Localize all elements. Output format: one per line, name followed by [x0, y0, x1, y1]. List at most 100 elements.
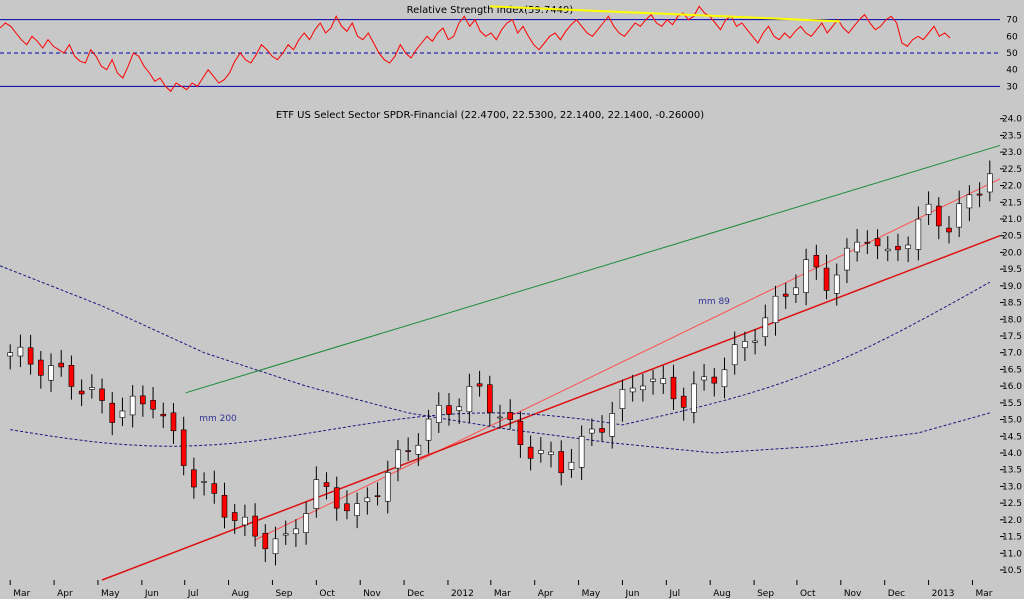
candle-body: [935, 205, 942, 227]
price-tick-label: 21.0: [1002, 215, 1022, 225]
candle-body: [272, 538, 279, 555]
candle-body: [833, 274, 840, 294]
candle-body: [589, 428, 595, 434]
candle-body: [752, 340, 758, 343]
candle-body: [670, 376, 677, 400]
rsi-series-line: [0, 5, 951, 93]
candle-body: [701, 376, 707, 381]
candle-body: [650, 378, 656, 382]
candle-body: [150, 400, 156, 410]
candle-body: [231, 512, 238, 521]
candle-body: [221, 494, 228, 518]
candle-body: [925, 203, 932, 215]
candle-body: [38, 359, 44, 376]
candle-body: [486, 384, 493, 413]
candle-body: [854, 241, 860, 253]
candle-body: [864, 241, 871, 244]
x-tick-label: Apr: [538, 589, 554, 599]
price-tick-label: 16.0: [1002, 382, 1022, 392]
x-tick-label: Jul: [187, 589, 199, 599]
candle-body: [293, 528, 299, 535]
candle-body: [731, 344, 738, 366]
candle-body: [946, 227, 952, 233]
x-axis-labels: Mar Apr May Jun Jul Aug Sep Oct Nov Dec 2012 Mar Apr…: [9, 580, 993, 599]
price-tick-label: 20.5: [1002, 232, 1022, 242]
candle-body: [160, 413, 167, 417]
x-tick-label: Sep: [757, 589, 774, 599]
candle-body: [333, 487, 340, 509]
candle-body: [170, 412, 177, 432]
candle-body: [68, 365, 75, 387]
support-trendline-outer: [101, 234, 1001, 581]
candle-body: [986, 173, 993, 193]
candle-body: [966, 194, 973, 209]
candle-body: [691, 383, 697, 413]
x-tick-label: Sep: [275, 589, 292, 599]
candle-body: [721, 369, 728, 388]
candle-body: [252, 515, 258, 537]
candle-body: [435, 404, 442, 423]
candle-body: [303, 513, 309, 533]
candle-body: [384, 472, 391, 502]
x-tick-label: Jun: [144, 589, 159, 599]
ma-annotation: mm 200: [199, 414, 237, 424]
candle-body: [762, 317, 769, 338]
candle-body: [415, 444, 422, 455]
price-tick-label: 11.0: [1002, 549, 1022, 559]
price-tick-label: 21.5: [1002, 198, 1022, 208]
price-panel: ETF US Select Sector SPDR-Financial (22.…: [0, 110, 1022, 599]
candle-body: [568, 461, 575, 470]
candle-body: [323, 482, 330, 487]
candle-body: [976, 193, 983, 196]
price-tick-label: 22.5: [1002, 165, 1022, 175]
candle-body: [313, 479, 320, 509]
price-annotations: mm 200 mm 89: [199, 297, 730, 424]
candle-body: [599, 428, 605, 433]
candle-body: [99, 388, 105, 401]
candle-body: [956, 203, 962, 228]
resistance-trendline: [185, 144, 1001, 394]
rsi-panel: Relative Strength Index(59.7449) 30 40 50 6…: [0, 5, 1018, 93]
x-tick-label: Dec: [407, 589, 424, 599]
candle-body: [527, 446, 534, 459]
x-tick-label: May: [582, 589, 601, 599]
candle-body: [844, 247, 850, 271]
candle-body: [711, 376, 718, 384]
candle-body: [680, 395, 687, 408]
price-tick-label: 20.0: [1002, 248, 1022, 258]
candle-body: [119, 410, 126, 418]
candle-body: [578, 436, 585, 468]
price-tick-label: 24.0: [1002, 115, 1022, 125]
price-tick-label: 18.5: [1002, 299, 1022, 309]
candle-body: [772, 295, 779, 324]
candle-body: [109, 402, 116, 423]
price-tick-label: 11.5: [1002, 533, 1022, 543]
candle-body: [466, 386, 473, 413]
ma-annotation: mm 89: [698, 297, 730, 307]
candle-body: [507, 412, 514, 420]
x-tick-label: Aug: [232, 589, 250, 599]
price-tick-label: 19.0: [1002, 282, 1022, 292]
price-tick-label: 18.0: [1002, 315, 1022, 325]
candle-body: [395, 449, 401, 469]
rsi-y-axis: 30 40 50 60 70: [1006, 16, 1018, 93]
x-tick-label: Mar: [494, 589, 511, 599]
x-tick-label: Nov: [844, 589, 862, 599]
price-tick-label: 16.5: [1002, 365, 1022, 375]
candle-body: [282, 533, 289, 536]
price-tick-label: 19.5: [1002, 265, 1022, 275]
x-tick-label: Apr: [57, 589, 73, 599]
x-tick-label: Aug: [713, 589, 731, 599]
price-tick-label: 13.5: [1002, 466, 1022, 476]
candle-body: [660, 378, 667, 384]
candle-body: [640, 385, 646, 391]
price-tick-label: 15.0: [1002, 416, 1022, 426]
candle-body: [742, 341, 748, 349]
price-tick-label: 12.0: [1002, 516, 1022, 526]
x-tick-label: Jul: [668, 589, 680, 599]
candle-body: [609, 413, 616, 437]
candle-body: [48, 365, 54, 381]
rsi-title: Relative Strength Index(59.7449): [407, 5, 574, 16]
x-tick-label: Oct: [319, 589, 335, 599]
